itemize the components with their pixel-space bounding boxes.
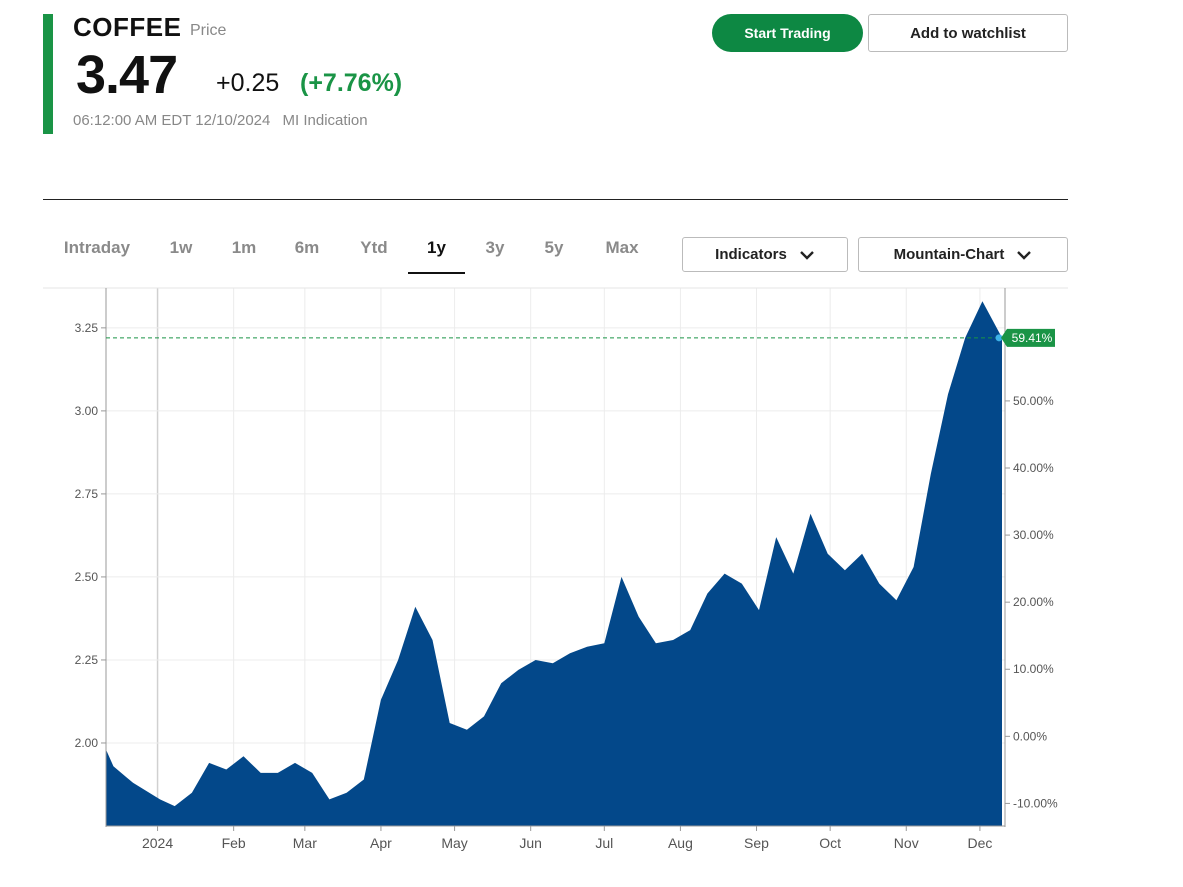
tab-max[interactable]: Max [605,238,639,257]
current-value-badge [1001,328,1055,347]
x-tick-label: Feb [222,835,246,851]
price-change-percent: (+7.76%) [300,69,403,97]
y2-tick-label: 40.00% [1013,461,1054,475]
current-value-label: 59.41% [1012,331,1053,345]
y-tick-label: 2.50 [75,570,99,584]
y-tick-label: 3.25 [75,321,99,335]
indicators-label: Indicators [715,246,787,263]
y2-tick-label: 20.00% [1013,595,1054,609]
y-tick-label: 2.75 [75,487,99,501]
x-tick-label: Jul [595,835,613,851]
header-divider [43,199,1068,200]
quote-source: MI Indication [282,112,368,129]
price-area[interactable] [106,301,1002,826]
tab-intraday[interactable]: Intraday [63,238,131,257]
current-value-marker [995,334,1003,342]
add-to-watchlist-button[interactable]: Add to watchlist [868,14,1068,52]
chevron-down-icon [1017,250,1032,260]
x-tick-label: Sep [744,835,769,851]
tab-1y[interactable]: 1y [408,230,465,274]
x-tick-label: Dec [967,835,992,851]
x-tick-label: May [441,835,467,851]
y-tick-label: 2.00 [75,736,99,750]
chart-type-dropdown[interactable]: Mountain-Chart [858,237,1068,272]
x-tick-label: 2024 [142,835,173,851]
tab-ytd[interactable]: Ytd [360,238,388,257]
tab-6m[interactable]: 6m [294,238,320,257]
quote-timestamp: 06:12:00 AM EDT 12/10/2024 [73,112,271,129]
tab-3y[interactable]: 3y [485,238,505,257]
chart-type-label: Mountain-Chart [893,246,1005,263]
x-tick-label: Oct [819,835,841,851]
x-tick-label: Aug [668,835,693,851]
y2-tick-label: 30.00% [1013,528,1054,542]
tab-1w[interactable]: 1w [169,238,193,257]
start-trading-button[interactable]: Start Trading [712,14,863,52]
tab-5y[interactable]: 5y [544,238,564,257]
indicators-dropdown[interactable]: Indicators [682,237,848,272]
price-label: Price [190,22,227,39]
chevron-down-icon [799,250,814,260]
price-accent-bar [43,14,53,134]
y-tick-label: 2.25 [75,653,99,667]
y2-tick-label: 50.00% [1013,394,1054,408]
price-change: +0.25 [216,69,280,97]
symbol-title: COFFEE [73,12,182,42]
last-price: 3.47 [76,45,178,105]
y2-tick-label: -10.00% [1013,796,1058,810]
x-tick-label: Nov [894,835,919,851]
y2-tick-label: 0.00% [1013,729,1047,743]
y-tick-label: 3.00 [75,404,99,418]
x-tick-label: Mar [293,835,317,851]
y2-tick-label: 10.00% [1013,662,1054,676]
tab-1m[interactable]: 1m [231,238,257,257]
x-tick-label: Apr [370,835,392,851]
quote-meta: 06:12:00 AM EDT 12/10/2024 MI Indication [73,112,376,129]
x-tick-label: Jun [519,835,542,851]
